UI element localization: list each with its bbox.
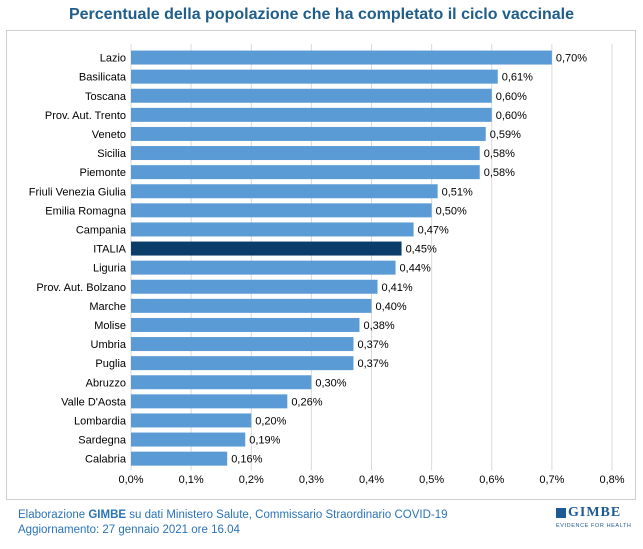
bar [131, 165, 480, 180]
bar-chart: 0,0% 0,1% 0,2% 0,3% 0,4% 0,5% 0,6% 0,7% 0,8% Lazi… [29, 44, 625, 486]
category-label: Abruzzo [86, 377, 126, 389]
category-label: Veneto [92, 129, 126, 141]
value-label: 0,37% [357, 339, 388, 351]
x-tick-label: 0,7% [539, 474, 564, 486]
category-label: Valle D'Aosta [61, 396, 127, 408]
x-tick-label: 0,1% [179, 474, 204, 486]
bar [131, 88, 492, 103]
x-tick-label: 0,4% [359, 474, 384, 486]
bar [131, 50, 552, 65]
bar [131, 298, 372, 313]
x-tick-label: 0,5% [419, 474, 444, 486]
value-label: 0,58% [484, 167, 515, 179]
value-label: 0,16% [231, 454, 262, 466]
category-label: Puglia [95, 358, 126, 370]
category-label: Lombardia [74, 415, 127, 427]
value-label: 0,41% [382, 282, 413, 294]
category-label: Sardegna [78, 435, 127, 447]
value-label: 0,26% [291, 396, 322, 408]
category-label: Prov. Aut. Trento [45, 110, 126, 122]
x-tick-label: 0,8% [599, 474, 624, 486]
value-label: 0,40% [376, 301, 407, 313]
bar [131, 451, 228, 466]
value-label: 0,47% [418, 224, 449, 236]
bar [131, 375, 312, 390]
bar [131, 317, 360, 332]
value-label: 0,58% [484, 148, 515, 160]
chart-title: Percentuale della popolazione che ha com… [68, 6, 575, 23]
bar [131, 146, 480, 161]
value-label: 0,30% [315, 377, 346, 389]
bar [131, 432, 246, 447]
value-label: 0,60% [496, 110, 527, 122]
value-label: 0,59% [490, 129, 521, 141]
category-label: Sicilia [97, 148, 127, 160]
bar [131, 356, 354, 371]
logo-tagline: EVIDENCE FOR HEALTH [556, 523, 632, 529]
category-label: Calabria [85, 454, 127, 466]
source-rest: su dati Ministero Salute, Commissario St… [129, 509, 448, 521]
bar [131, 203, 432, 218]
category-label: Piemonte [80, 167, 126, 179]
source-brand: GIMBE [88, 509, 127, 521]
value-label: 0,20% [255, 415, 286, 427]
source-line: Elaborazione GIMBE su dati Ministero Sal… [18, 508, 448, 523]
source-note: Elaborazione GIMBE su dati Ministero Sal… [18, 508, 448, 538]
bar [131, 260, 396, 275]
update-line: Aggiornamento: 27 gennaio 2021 ore 16.04 [18, 524, 240, 536]
bar [131, 69, 498, 84]
category-label: Molise [94, 320, 126, 332]
category-label: Toscana [85, 91, 127, 103]
bar [131, 184, 438, 199]
logo-mark-icon [556, 507, 566, 518]
category-label: ITALIA [93, 244, 126, 256]
bar [131, 107, 492, 122]
value-label: 0,45% [406, 244, 437, 256]
value-label: 0,60% [496, 91, 527, 103]
value-label: 0,61% [502, 72, 533, 84]
category-label: Marche [89, 301, 126, 313]
bar [131, 337, 354, 352]
category-label: Friuli Venezia Giulia [29, 186, 127, 198]
logo-name: GIMBE [568, 504, 622, 520]
value-label: 0,38% [363, 320, 394, 332]
x-tick-label: 0,0% [118, 474, 143, 486]
x-tick-label: 0,6% [479, 474, 504, 486]
category-label: Emilia Romagna [45, 205, 127, 217]
value-label: 0,50% [436, 205, 467, 217]
value-label: 0,51% [442, 186, 473, 198]
chart-frame: 0,0% 0,1% 0,2% 0,3% 0,4% 0,5% 0,6% 0,7% 0,8% Lazi… [6, 30, 636, 500]
category-label: Campania [76, 224, 127, 236]
value-label: 0,19% [249, 435, 280, 447]
gimbe-logo: GIMBE EVIDENCE FOR HEALTH [556, 504, 636, 529]
value-label: 0,44% [400, 263, 431, 275]
x-tick-label: 0,2% [239, 474, 264, 486]
category-label: Liguria [93, 263, 127, 275]
category-label: Basilicata [79, 72, 127, 84]
bar [131, 394, 288, 409]
bar [131, 126, 486, 141]
bar [131, 241, 402, 256]
bar [131, 279, 378, 294]
bar [131, 222, 414, 237]
category-label: Lazio [100, 53, 126, 65]
bar [131, 413, 252, 428]
category-label: Prov. Aut. Bolzano [36, 282, 126, 294]
x-tick-label: 0,3% [299, 474, 324, 486]
value-label: 0,37% [357, 358, 388, 370]
source-prefix: Elaborazione [18, 509, 86, 521]
category-label: Umbria [91, 339, 127, 351]
value-label: 0,70% [556, 53, 587, 65]
